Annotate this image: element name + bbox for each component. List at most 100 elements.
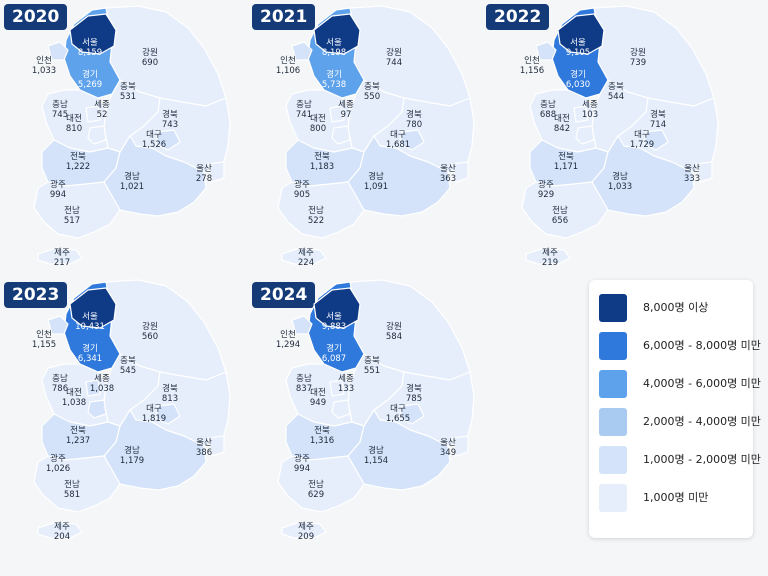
legend-swatch [599,294,627,322]
region-value: 219 [541,258,559,268]
region-value: 52 [96,110,108,120]
region-label-jeju: 제주 217 [54,248,70,268]
region-label-gangwon: 강원 739 [630,48,646,68]
region-label-daejeon: 대전 842 [554,114,570,134]
region-value: 551 [363,366,381,376]
region-label-seoul: 서울 9,883 [322,312,346,332]
region-incheon [291,41,313,61]
region-label-gwangju: 광주 994 [294,454,310,474]
region-value: 786 [51,384,69,394]
year-label-2021: 2021 [252,4,316,30]
map-shapes-2024 [277,279,475,539]
region-value: 780 [405,120,423,130]
region-value: 688 [539,110,557,120]
region-name: 제주 [542,248,558,258]
region-sejong [329,379,345,397]
region-name: 충남 [540,100,556,110]
region-label-seoul: 서울 9,105 [566,38,590,58]
map-shapes-2020 [33,5,231,265]
legend-swatch [599,408,627,436]
region-name: 울산 [196,164,212,174]
region-label-seoul: 서울 10,431 [75,312,105,332]
region-label-gyeongbuk: 경북 813 [162,384,178,404]
region-value: 905 [293,190,311,200]
region-label-incheon: 인천 1,033 [32,56,56,76]
region-label-jeonnam: 전남 522 [308,206,324,226]
year-label-2023: 2023 [4,282,68,308]
region-name: 대구 [390,404,406,414]
region-name: 경남 [124,172,140,182]
map-2021: 강원 744 경기 5,738 서울 8,198 인천 1,106 충북 550 충남 741 세종 97… [252,2,497,272]
region-label-gangwon: 강원 690 [142,48,158,68]
region-name: 전북 [314,152,330,162]
map-2024: 강원 584 경기 6,087 서울 9,883 인천 1,294 충북 551 충남 837 세종 13… [252,276,497,546]
region-label-jeju: 제주 224 [298,248,314,268]
region-name: 대전 [310,114,326,124]
region-value: 1,038 [89,384,115,394]
region-ulsan [695,161,713,183]
region-label-chungbuk: 충북 551 [364,356,380,376]
region-daejeon [87,399,107,419]
region-name: 충남 [52,374,68,384]
region-label-gyeongbuk: 경북 714 [650,110,666,130]
region-seoul [313,13,361,55]
region-label-daegu: 대구 1,729 [630,130,654,150]
region-label-jeonnam: 전남 656 [552,206,568,226]
region-name: 경북 [162,110,178,120]
region-label-chungbuk: 충북 531 [120,82,136,102]
region-value: 741 [295,110,313,120]
region-name: 경북 [406,110,422,120]
year-label-2020: 2020 [4,4,68,30]
region-value: 386 [195,448,213,458]
region-name: 경기 [570,70,586,80]
region-value: 1,021 [119,182,145,192]
region-value: 1,026 [45,464,71,474]
region-seoul [557,13,605,55]
region-name: 경기 [82,344,98,354]
region-value: 522 [307,216,325,226]
region-label-gangwon: 강원 744 [386,48,402,68]
region-label-incheon: 인천 1,294 [276,330,300,350]
region-name: 서울 [326,38,342,48]
region-sejong [85,379,101,397]
region-label-jeonbuk: 전북 1,222 [66,152,90,172]
region-label-seoul: 서울 8,198 [322,38,346,58]
region-label-ulsan: 울산 278 [196,164,212,184]
region-name: 경기 [82,70,98,80]
legend-item: 1,000명 미만 [599,484,749,512]
region-ulsan [451,435,469,457]
region-name: 광주 [294,180,310,190]
region-seoul [69,13,117,55]
region-value: 1,316 [309,436,335,446]
legend-swatch [599,370,627,398]
region-incheon [535,41,557,61]
region-value: 224 [297,258,315,268]
region-name: 서울 [326,312,342,322]
region-name: 충북 [608,82,624,92]
region-name: 충북 [120,356,136,366]
region-name: 충북 [364,82,380,92]
region-daegu [155,129,181,151]
region-name: 강원 [142,322,158,332]
region-name: 대구 [146,130,162,140]
region-value: 690 [141,58,159,68]
region-value: 544 [607,92,625,102]
year-label-2024: 2024 [252,282,316,308]
region-daejeon [575,125,595,145]
region-name: 대전 [66,388,82,398]
region-value: 1,526 [141,140,167,150]
region-value: 1,091 [363,182,389,192]
region-name: 대전 [554,114,570,124]
region-value: 785 [405,394,423,404]
region-label-daejeon: 대전 1,038 [62,388,86,408]
region-label-sejong: 세종 97 [338,100,354,120]
region-jeju [281,247,327,265]
legend-swatch [599,484,627,512]
region-name: 경기 [326,344,342,354]
region-value: 1,655 [385,414,411,424]
region-value: 217 [53,258,71,268]
region-label-gyeongnam: 경남 1,154 [364,446,388,466]
region-value: 531 [119,92,137,102]
legend-item: 4,000명 - 6,000명 미만 [599,370,761,398]
region-value: 745 [51,110,69,120]
